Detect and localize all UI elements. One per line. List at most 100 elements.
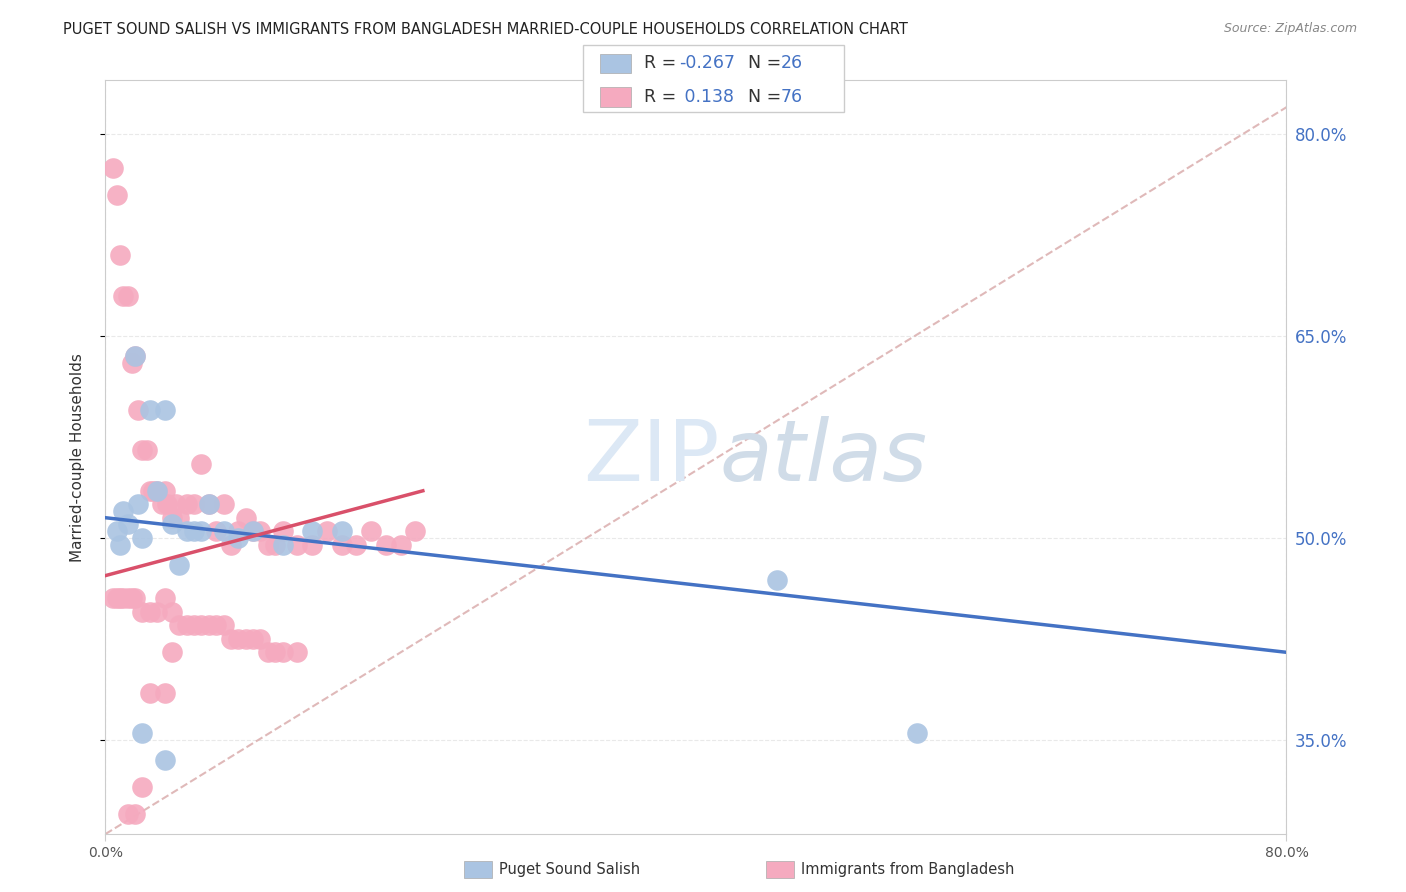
Point (197, 618, 219, 632)
Text: 0.138: 0.138 (679, 87, 734, 106)
Text: PUGET SOUND SALISH VS IMMIGRANTS FROM BANGLADESH MARRIED-COUPLE HOUSEHOLDS CORRE: PUGET SOUND SALISH VS IMMIGRANTS FROM BA… (63, 22, 908, 37)
Point (131, 443, 153, 458)
Point (235, 632, 257, 646)
Point (190, 524, 212, 538)
Point (346, 538, 368, 552)
Point (212, 497, 235, 511)
Point (228, 632, 250, 646)
Point (127, 497, 149, 511)
Point (138, 686, 162, 700)
Text: atlas: atlas (720, 416, 928, 499)
Point (176, 524, 198, 538)
Point (264, 538, 287, 552)
Point (183, 497, 205, 511)
Text: -0.267: -0.267 (679, 54, 735, 72)
Point (146, 483, 169, 498)
Point (153, 591, 176, 606)
Point (156, 497, 179, 511)
Point (101, 161, 124, 175)
Text: R =: R = (644, 87, 682, 106)
Point (228, 524, 250, 538)
Point (138, 483, 162, 498)
Point (105, 524, 128, 538)
Point (117, 591, 139, 606)
Point (124, 349, 146, 363)
Point (360, 524, 382, 538)
Point (212, 618, 235, 632)
Point (131, 780, 153, 794)
Text: R =: R = (644, 54, 682, 72)
Point (205, 618, 228, 632)
Point (249, 632, 271, 646)
Point (257, 538, 280, 552)
Point (150, 497, 173, 511)
Point (160, 605, 183, 619)
Point (301, 524, 323, 538)
Point (287, 538, 309, 552)
Point (271, 524, 294, 538)
Point (153, 753, 176, 767)
Point (105, 187, 128, 202)
Point (242, 632, 264, 646)
Point (117, 517, 139, 532)
Point (374, 538, 398, 552)
Point (330, 538, 353, 552)
Point (271, 538, 294, 552)
Point (219, 632, 242, 646)
Point (242, 524, 264, 538)
Point (121, 356, 143, 370)
Point (257, 645, 280, 659)
Point (183, 618, 205, 632)
Point (249, 524, 271, 538)
Text: Puget Sound Salish: Puget Sound Salish (499, 863, 640, 877)
Text: N =: N = (748, 87, 787, 106)
Point (110, 538, 132, 552)
Point (271, 645, 294, 659)
Point (235, 510, 257, 524)
Text: N =: N = (748, 54, 787, 72)
Point (131, 531, 153, 545)
Point (124, 591, 146, 606)
Point (766, 573, 789, 587)
Point (242, 524, 264, 538)
Point (176, 497, 198, 511)
Point (169, 558, 191, 572)
Point (112, 591, 135, 606)
Point (228, 531, 250, 545)
Point (153, 403, 176, 417)
Point (127, 403, 149, 417)
Point (264, 645, 287, 659)
Point (160, 510, 183, 524)
Point (287, 645, 309, 659)
Point (212, 524, 235, 538)
Point (169, 510, 191, 524)
Point (405, 524, 427, 538)
Point (138, 605, 162, 619)
Point (142, 483, 165, 498)
Point (138, 403, 162, 417)
Point (389, 538, 412, 552)
Point (146, 483, 169, 498)
Point (301, 538, 323, 552)
Point (146, 605, 169, 619)
Point (153, 686, 176, 700)
Point (330, 524, 353, 538)
Point (131, 726, 153, 740)
Text: 76: 76 (780, 87, 803, 106)
Point (176, 618, 198, 632)
Point (124, 349, 146, 363)
Point (169, 618, 191, 632)
Point (197, 497, 219, 511)
Point (121, 591, 143, 606)
Point (190, 618, 212, 632)
Point (315, 524, 337, 538)
Point (153, 483, 176, 498)
Point (165, 497, 187, 511)
Point (135, 443, 157, 458)
Point (110, 248, 132, 262)
Text: 26: 26 (780, 54, 803, 72)
Point (112, 504, 135, 518)
Text: ZIP: ZIP (583, 416, 720, 499)
Point (219, 538, 242, 552)
Point (117, 288, 139, 302)
